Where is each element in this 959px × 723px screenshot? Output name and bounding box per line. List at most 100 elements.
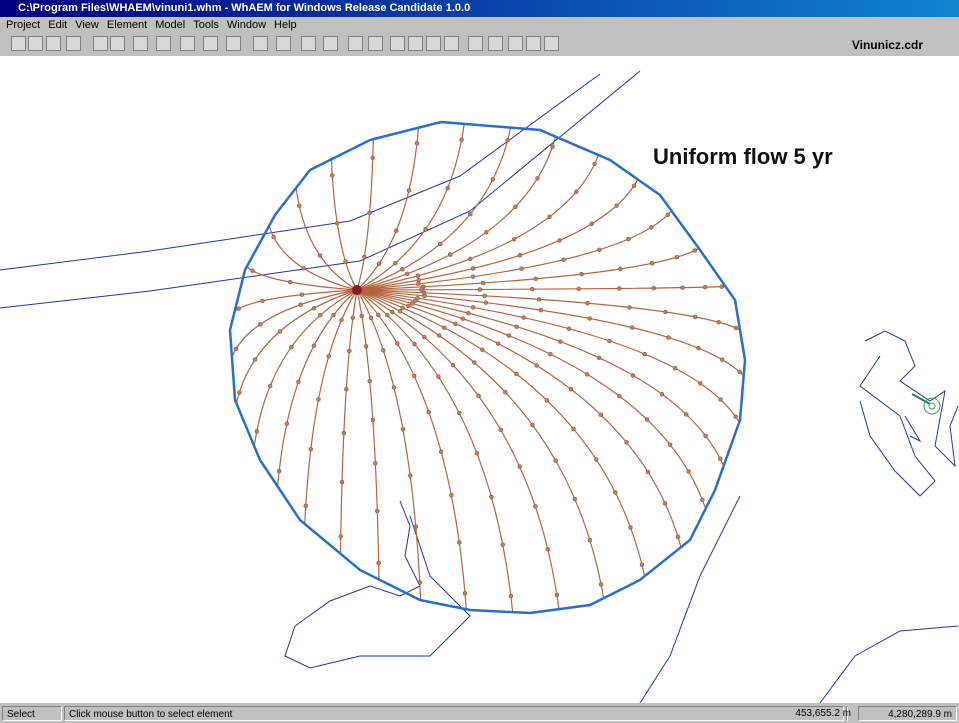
toolbar-button[interactable] — [301, 36, 316, 51]
flow-arrow — [911, 393, 931, 405]
toolbar-button[interactable] — [390, 36, 405, 51]
toolbar-button[interactable] — [253, 36, 268, 51]
toolbar-button[interactable] — [180, 36, 195, 51]
time-marker — [303, 503, 309, 508]
time-marker — [459, 137, 464, 143]
toolbar-button[interactable] — [444, 36, 459, 51]
time-marker — [594, 457, 599, 462]
file-label: Vinunicz.cdr — [851, 38, 923, 52]
toolbar-button[interactable] — [544, 36, 559, 51]
toolbar-button[interactable] — [156, 36, 171, 51]
pathlines — [231, 123, 745, 613]
pathline — [356, 139, 374, 291]
toolbar-button[interactable] — [348, 36, 363, 51]
menu-item[interactable]: Model — [155, 19, 186, 31]
menu-item[interactable]: Help — [274, 19, 297, 31]
menu-item[interactable]: View — [75, 19, 99, 31]
time-marker — [553, 458, 558, 463]
toolbar-button[interactable] — [66, 36, 81, 51]
time-marker — [624, 440, 629, 445]
time-marker — [468, 211, 473, 217]
time-marker — [363, 344, 369, 349]
pathline — [356, 289, 605, 599]
pathline — [339, 289, 358, 554]
toolbar-button[interactable] — [426, 36, 441, 51]
time-marker — [700, 497, 705, 503]
time-marker — [506, 333, 512, 338]
time-marker — [341, 430, 347, 436]
time-marker — [703, 433, 708, 439]
toolbar-button[interactable] — [526, 36, 541, 51]
toolbar-button[interactable] — [93, 36, 108, 51]
menu-item[interactable]: Element — [106, 19, 148, 31]
time-marker — [733, 325, 739, 331]
time-marker — [533, 504, 538, 509]
menu-item[interactable]: Edit — [48, 19, 68, 31]
menu-item[interactable]: Tools — [193, 19, 219, 31]
time-marker — [626, 236, 631, 242]
pathline — [356, 136, 557, 291]
time-marker — [376, 312, 381, 318]
toolbar-button[interactable] — [368, 36, 383, 51]
time-marker — [514, 371, 519, 377]
toolbar-button[interactable] — [408, 36, 423, 51]
time-marker — [391, 385, 397, 390]
toolbar-button[interactable] — [133, 36, 148, 51]
river — [864, 330, 959, 468]
toolbar-button[interactable] — [276, 36, 291, 51]
time-marker — [598, 412, 604, 418]
pathline — [356, 123, 465, 291]
time-marker — [596, 355, 602, 361]
time-marker — [397, 309, 403, 314]
menu-item[interactable]: Project — [6, 19, 41, 31]
toolbar-button[interactable] — [11, 36, 26, 51]
time-marker — [589, 221, 595, 227]
time-marker — [587, 316, 592, 321]
time-marker — [407, 473, 413, 478]
time-marker — [477, 287, 483, 292]
time-marker — [607, 338, 612, 344]
toolbar-button[interactable] — [508, 36, 523, 51]
toolbar-button[interactable] — [226, 36, 241, 51]
river — [0, 73, 601, 271]
time-marker — [470, 274, 476, 279]
toolbar-button[interactable] — [323, 36, 338, 51]
time-marker — [662, 501, 668, 506]
toolbar-button[interactable] — [110, 36, 125, 51]
time-marker — [631, 183, 637, 189]
toolbar-button[interactable] — [46, 36, 61, 51]
time-marker — [400, 267, 405, 272]
toolbar-button[interactable] — [28, 36, 43, 51]
time-marker — [476, 393, 481, 399]
time-marker — [480, 347, 485, 353]
time-marker — [415, 273, 421, 279]
time-marker — [236, 306, 241, 311]
time-marker — [271, 234, 276, 240]
time-marker — [347, 348, 352, 354]
time-marker — [376, 560, 381, 566]
time-marker — [422, 293, 427, 299]
river — [639, 495, 741, 703]
menu-item[interactable]: Window — [226, 19, 267, 31]
pathline — [356, 289, 380, 580]
time-marker — [417, 580, 423, 585]
status-y: 4,280,289.9 m — [858, 706, 957, 721]
status-x: 453,655.2 m — [795, 708, 851, 719]
river — [0, 70, 641, 309]
time-marker — [629, 325, 635, 330]
pathline — [356, 289, 707, 509]
time-marker — [696, 345, 701, 351]
map-canvas[interactable]: Uniform flow 5 yr — [0, 56, 959, 703]
time-marker — [503, 390, 508, 395]
time-marker — [680, 285, 685, 290]
toolbar-button[interactable] — [488, 36, 503, 51]
pathline — [356, 210, 672, 291]
time-marker — [299, 292, 305, 297]
time-marker — [490, 177, 496, 182]
toolbar-button[interactable] — [468, 36, 483, 51]
time-marker — [370, 417, 376, 423]
time-marker — [457, 410, 462, 416]
time-marker — [284, 421, 290, 426]
toolbar-button[interactable] — [203, 36, 218, 51]
